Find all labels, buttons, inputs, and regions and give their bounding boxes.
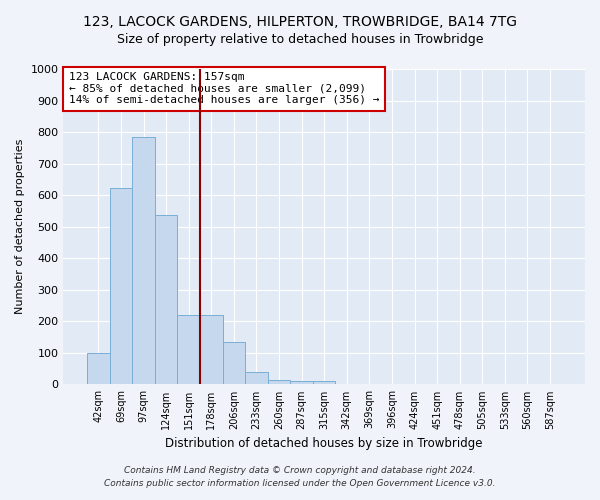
Bar <box>110 188 132 384</box>
Bar <box>245 372 268 384</box>
Bar <box>178 315 200 384</box>
Bar <box>223 342 245 384</box>
Bar <box>87 353 110 384</box>
Y-axis label: Number of detached properties: Number of detached properties <box>15 139 25 314</box>
Text: Contains HM Land Registry data © Crown copyright and database right 2024.
Contai: Contains HM Land Registry data © Crown c… <box>104 466 496 487</box>
Bar <box>155 215 178 384</box>
Text: 123, LACOCK GARDENS, HILPERTON, TROWBRIDGE, BA14 7TG: 123, LACOCK GARDENS, HILPERTON, TROWBRID… <box>83 15 517 29</box>
Bar <box>200 315 223 384</box>
Bar <box>132 137 155 384</box>
Text: 123 LACOCK GARDENS: 157sqm
← 85% of detached houses are smaller (2,099)
14% of s: 123 LACOCK GARDENS: 157sqm ← 85% of deta… <box>68 72 379 106</box>
Text: Size of property relative to detached houses in Trowbridge: Size of property relative to detached ho… <box>117 32 483 46</box>
Bar <box>313 382 335 384</box>
X-axis label: Distribution of detached houses by size in Trowbridge: Distribution of detached houses by size … <box>166 437 483 450</box>
Bar <box>268 380 290 384</box>
Bar <box>290 382 313 384</box>
